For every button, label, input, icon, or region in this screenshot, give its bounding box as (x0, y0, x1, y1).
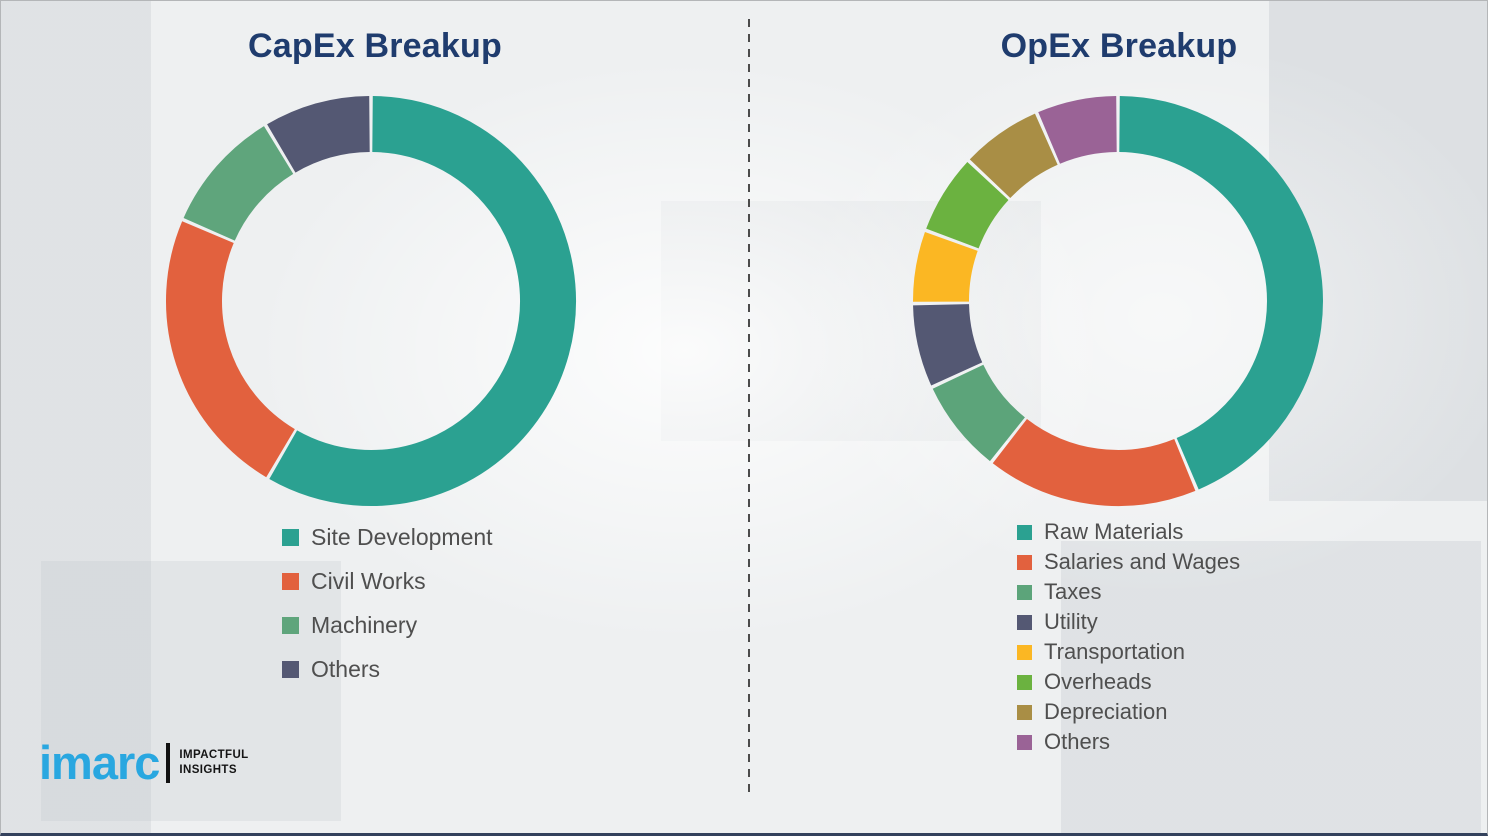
legend-label-salaries-and-wages: Salaries and Wages (1044, 549, 1241, 574)
legend-item-overheads: Overheads (1017, 667, 1240, 697)
legend-item-depreciation: Depreciation (1017, 697, 1240, 727)
imarc-logo-wordmark: imarc (39, 736, 160, 789)
donut-segment-civil-works (166, 221, 296, 478)
legend-item-utility: Utility (1017, 607, 1240, 637)
opex-legend: Raw Materials Salaries and Wages Taxes Util… (1017, 517, 1240, 757)
legend-label-transportation: Transportation (1044, 639, 1186, 664)
legend-item-others: Others (282, 647, 493, 691)
legend-swatch-utility (1017, 614, 1032, 630)
donut-segment-depreciation (969, 113, 1059, 199)
legend-swatch-others (1017, 734, 1032, 750)
legend-label-others: Others (1044, 729, 1111, 754)
donut-segment-taxes (932, 364, 1026, 462)
legend-swatch-others (282, 660, 299, 678)
opex-chart-title: OpEx Breakup (1000, 27, 1238, 65)
legend-item-site-development: Site Development (282, 515, 493, 559)
legend-label-site-development: Site Development (311, 523, 493, 550)
imarc-logo-tagline: IMPACTFUL INSIGHTS (179, 748, 248, 777)
legend-label-overheads: Overheads (1044, 669, 1152, 694)
legend-swatch-salaries-and-wages (1017, 554, 1032, 570)
legend-label-depreciation: Depreciation (1044, 699, 1168, 724)
imarc-tagline-line1: IMPACTFUL (179, 749, 249, 762)
legend-swatch-site-development (282, 528, 299, 546)
legend-item-civil-works: Civil Works (282, 559, 493, 603)
legend-swatch-civil-works (282, 572, 299, 590)
donut-segment-overheads (926, 161, 1009, 250)
legend-label-others: Others (311, 655, 381, 682)
legend-label-utility: Utility (1044, 609, 1098, 634)
legend-swatch-raw-materials (1017, 524, 1032, 540)
legend-swatch-overheads (1017, 674, 1032, 690)
donut-segment-machinery (183, 126, 294, 242)
legend-swatch-taxes (1017, 584, 1032, 600)
capex-chart-title: CapEx Breakup (248, 27, 502, 65)
capex-legend: Site Development Civil Works Machinery Othe… (282, 515, 493, 691)
imarc-logo: imarc IMPACTFUL INSIGHTS (39, 739, 249, 786)
legend-swatch-machinery (282, 616, 299, 634)
legend-label-civil-works: Civil Works (311, 567, 426, 594)
donut-segment-site-development (269, 96, 576, 506)
legend-label-machinery: Machinery (311, 611, 418, 638)
donut-segment-raw-materials (1118, 96, 1323, 490)
donut-segment-utility (913, 303, 983, 386)
donut-segment-others (267, 96, 371, 173)
legend-label-taxes: Taxes (1044, 579, 1102, 604)
legend-item-transportation: Transportation (1017, 637, 1240, 667)
donut-segment-others (1038, 96, 1118, 165)
capex-donut-chart (166, 96, 576, 506)
legend-item-salaries-and-wages: Salaries and Wages (1017, 547, 1240, 577)
imarc-tagline-line2: INSIGHTS (179, 763, 237, 776)
legend-swatch-transportation (1017, 644, 1032, 660)
opex-donut-chart (912, 96, 1323, 506)
donut-segment-transportation (912, 232, 978, 303)
legend-item-machinery: Machinery (282, 603, 493, 647)
legend-label-raw-materials: Raw Materials (1044, 519, 1184, 544)
legend-swatch-depreciation (1017, 704, 1032, 720)
legend-item-taxes: Taxes (1017, 577, 1240, 607)
legend-item-raw-materials: Raw Materials (1017, 517, 1240, 547)
imarc-logo-divider-bar (166, 742, 171, 783)
donut-segment-salaries-and-wages (992, 418, 1196, 506)
divider-dashed-line (748, 19, 750, 795)
legend-item-others: Others (1017, 727, 1240, 757)
